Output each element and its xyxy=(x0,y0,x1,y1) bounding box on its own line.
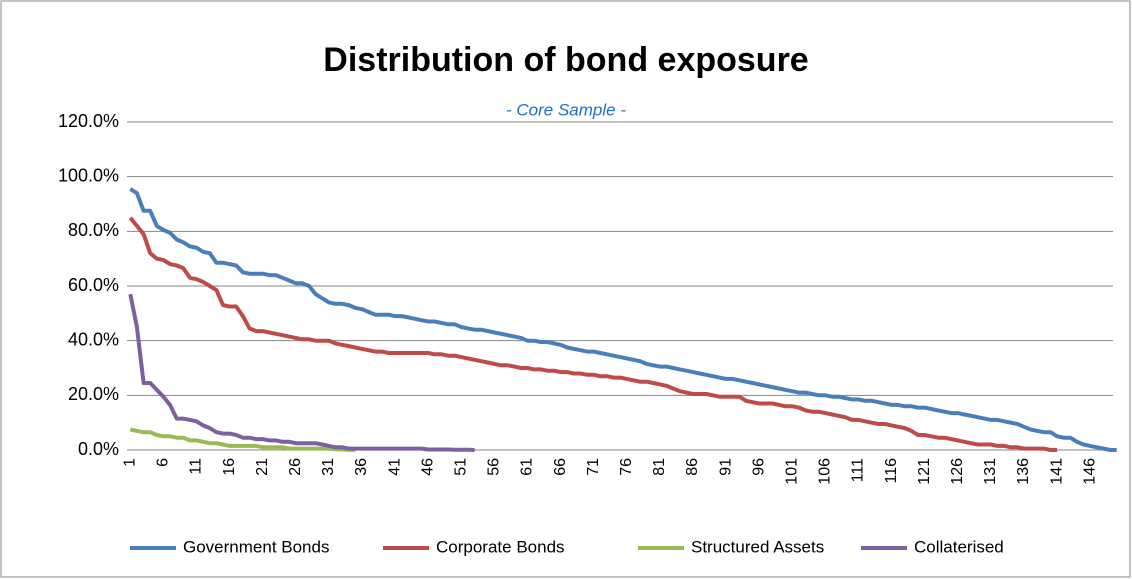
y-tick-label: 80.0% xyxy=(68,220,119,240)
x-tick-label: 16 xyxy=(221,458,238,476)
x-tick-label: 1 xyxy=(122,458,139,467)
x-tick-label: 51 xyxy=(453,458,470,476)
x-tick-label: 6 xyxy=(155,458,172,467)
y-tick-label: 60.0% xyxy=(68,275,119,295)
x-tick-label: 91 xyxy=(717,458,734,476)
x-tick-label: 81 xyxy=(651,458,668,476)
x-tick-label: 41 xyxy=(386,458,403,476)
x-tick-label: 146 xyxy=(1081,458,1098,485)
y-tick-label: 0.0% xyxy=(78,439,119,459)
y-tick-label: 40.0% xyxy=(68,329,119,349)
x-tick-label: 131 xyxy=(982,458,999,485)
x-tick-label: 21 xyxy=(254,458,271,476)
x-tick-label: 126 xyxy=(949,458,966,485)
x-tick-label: 96 xyxy=(750,458,767,476)
y-tick-label: 120.0% xyxy=(58,111,119,131)
series-line xyxy=(128,216,1058,452)
x-tick-label: 31 xyxy=(320,458,337,476)
chart-subtitle: - Core Sample - xyxy=(506,100,626,119)
legend-label: Corporate Bonds xyxy=(436,537,565,556)
legend-label: Government Bonds xyxy=(183,537,329,556)
x-tick-label: 86 xyxy=(684,458,701,476)
x-tick-label: 76 xyxy=(618,458,635,476)
x-tick-label: 36 xyxy=(353,458,370,476)
x-tick-label: 71 xyxy=(585,458,602,476)
x-tick-label: 11 xyxy=(188,458,205,475)
series-line xyxy=(129,427,356,452)
series-line xyxy=(128,293,475,452)
x-tick-label: 111 xyxy=(850,458,867,482)
x-tick-label: 26 xyxy=(287,458,304,476)
x-tick-label: 116 xyxy=(883,458,900,484)
x-tick-label: 106 xyxy=(817,458,834,485)
x-tick-label: 66 xyxy=(552,458,569,476)
legend-label: Structured Assets xyxy=(691,537,824,556)
x-tick-label: 61 xyxy=(519,458,536,476)
y-tick-label: 20.0% xyxy=(68,384,119,404)
x-tick-label: 141 xyxy=(1048,458,1065,485)
series-line xyxy=(129,187,1117,452)
x-tick-label: 56 xyxy=(486,458,503,476)
legend-label: Collaterised xyxy=(914,537,1004,556)
x-tick-label: 136 xyxy=(1015,458,1032,485)
chart-title: Distribution of bond exposure xyxy=(323,41,808,79)
x-tick-label: 121 xyxy=(916,458,933,485)
y-tick-label: 100.0% xyxy=(58,165,119,185)
x-tick-label: 101 xyxy=(784,458,801,485)
x-tick-label: 46 xyxy=(419,458,436,476)
